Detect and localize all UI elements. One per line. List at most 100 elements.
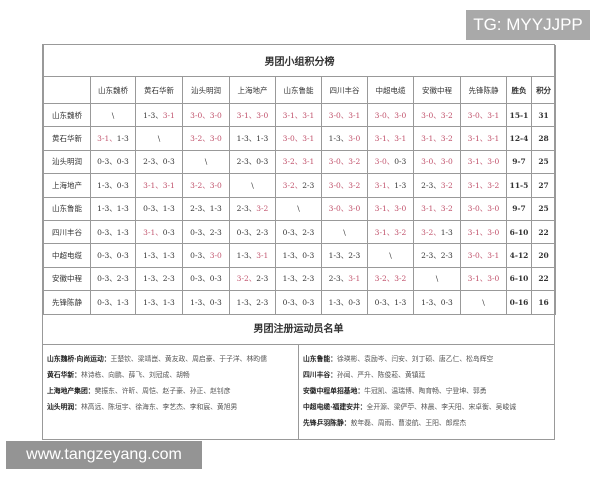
result-text: 3-2、3-1 (282, 157, 315, 167)
result-cell: 1-3、0-3 (90, 173, 136, 198)
standings-title: 男团小组积分榜 (42, 45, 557, 77)
result-text: 0-3、0-3 (282, 297, 315, 307)
table-row: 山东鲁能 1-3、1-3 0-3、1-3 2-3、1-3 2-3、3-2 \ 3-0、3-0… (43, 196, 557, 221)
column-header: 安徽中程 (413, 76, 461, 104)
result-text: 3-0、3-0 (421, 157, 453, 167)
result-text: \ (251, 180, 254, 190)
result-text: 0-3、2-3 (97, 274, 129, 284)
result-text: 1-3、0-3 (190, 297, 222, 307)
result-cell: 3-1、3-2 (413, 126, 461, 151)
roster-players: 林高远、陈垣宇、徐海东、李艺杰、李和宸、黄旭男 (80, 402, 238, 411)
result-cell: 3-2、1-3 (413, 219, 461, 245)
result-text: 3-1、3-0 (467, 274, 500, 284)
roster-left-column: 山东魏桥·向尚运动：王楚钦、梁靖崑、黄友政、周启豪、于子洋、林昀儒 黄石华新：林诗… (43, 345, 298, 439)
roster-team: 上海地产集团： (47, 386, 95, 395)
roster-players: 王楚钦、梁靖崑、黄友政、周启豪、于子洋、林昀儒 (110, 354, 267, 363)
column-header: 山东魏桥 (90, 76, 136, 104)
result-text: 3-0、3-0 (374, 110, 407, 120)
result-text: 3-1、3-0 (467, 157, 500, 167)
roster-entry: 山东鲁能：徐瑛彬、袁励岑、闫安、刘丁硕、唐乙仁、松岛辉空 (303, 351, 550, 367)
column-header: 黄石华新 (135, 76, 183, 104)
result-text: 3-1、1-3 (97, 134, 129, 144)
result-text: 2-3、0-3 (143, 157, 175, 167)
result-cell: 1-3、0-3 (321, 290, 368, 315)
result-cell: 3-1、3-0 (460, 266, 507, 292)
result-text: 3-0、3-1 (467, 251, 500, 261)
table-row: 汕头明润 0-3、0-3 2-3、0-3 \ 2-3、0-3 3-2、3-1 3-0、3-2… (43, 149, 557, 175)
roster-team: 山东魏桥·向尚运动： (47, 354, 111, 363)
result-text: 3-1、0-3 (143, 227, 175, 237)
result-text: 1-3、3-1 (143, 110, 175, 120)
result-cell: 3-0、3-1 (460, 102, 507, 128)
result-text: 2-3、0-3 (236, 157, 269, 167)
result-text: 3-1、3-2 (374, 227, 407, 237)
roster-team: 汕头明润： (47, 402, 81, 411)
result-cell: 1-3、2-3 (321, 243, 368, 268)
result-cell: 2-3、0-3 (229, 149, 276, 175)
result-cell: 3-0、3-2 (413, 102, 461, 128)
record: 0-16 (506, 290, 532, 315)
column-header: 四川丰谷 (321, 76, 368, 104)
result-text: 3-1、3-0 (236, 110, 269, 120)
result-text: 3-2、3-2 (374, 274, 407, 284)
roster-entry: 中超电缆·福建安井：全开源、梁俨苧、林晨、李天阳、宋卓衡、吴峻诚 (303, 399, 550, 415)
result-text: 0-3、1-3 (97, 297, 129, 307)
result-text: 1-3、2-3 (282, 274, 315, 284)
result-cell: 0-3、2-3 (182, 219, 230, 245)
result-cell: 0-3、2-3 (90, 266, 136, 292)
result-text: 0-3、1-3 (97, 227, 129, 237)
team-name: 四川丰谷 (43, 219, 91, 245)
result-cell: 0-3、2-3 (229, 219, 276, 245)
result-cell: 3-0、3-2 (321, 149, 368, 175)
result-text: 1-3、0-3 (97, 180, 129, 190)
result-cell: 3-0、3-0 (367, 102, 414, 128)
roster-title: 男团注册运动员名单 (43, 315, 554, 345)
result-text: 3-1、3-2 (421, 204, 453, 214)
points: 20 (530, 243, 557, 268)
result-cell: 3-2、2-3 (275, 173, 322, 198)
result-text: \ (482, 297, 485, 307)
result-text: 3-2、2-3 (282, 180, 315, 190)
table-row: 山东魏桥 \ 1-3、3-1 3-0、3-0 3-1、3-0 3-1、3-1 3-0、3-1… (43, 102, 557, 128)
result-cell: 3-1、3-0 (367, 196, 414, 221)
result-cell: 0-3、0-3 (90, 149, 136, 175)
result-cell: 1-3、3-1 (135, 102, 183, 128)
points: 25 (530, 149, 557, 175)
column-header: 先锋陈静 (460, 76, 507, 104)
result-text: 3-0、3-2 (328, 157, 361, 167)
result-cell: 3-0、3-0 (413, 149, 461, 175)
roster-team: 安徽中程单招基地： (303, 386, 365, 395)
column-header: 积分 (530, 76, 557, 104)
result-cell: 0-3、0-3 (182, 266, 230, 292)
result-cell: \ (321, 219, 368, 245)
record: 15-1 (506, 102, 532, 128)
points: 22 (530, 266, 557, 292)
result-text: 2-3、3-1 (328, 274, 361, 284)
roster-players: 徐瑛彬、袁励岑、闫安、刘丁硕、唐乙仁、松岛辉空 (336, 354, 494, 363)
result-text: 3-2、1-3 (421, 227, 453, 237)
result-cell: 0-3、1-3 (367, 290, 414, 315)
result-text: 3-0、3-1 (467, 110, 500, 120)
result-text: 3-1、3-1 (374, 134, 407, 144)
result-text: 3-0、3-2 (421, 110, 453, 120)
result-text: 3-1、3-0 (374, 204, 407, 214)
result-text: 3-0、3-0 (467, 204, 500, 214)
result-text: 3-1、1-3 (374, 180, 407, 190)
result-text: 0-3、0-3 (97, 251, 129, 261)
result-text: 3-1、3-0 (467, 227, 500, 237)
result-text: 1-3、2-3 (143, 274, 175, 284)
roster-right-column: 山东鲁能：徐瑛彬、袁励岑、闫安、刘丁硕、唐乙仁、松岛辉空 四川丰谷：孙闻、严升、陈… (298, 344, 554, 439)
result-cell: 2-3、2-3 (413, 243, 461, 268)
record: 6-10 (506, 266, 532, 292)
result-text: 1-3、0-3 (328, 297, 361, 307)
result-cell: 0-3、2-3 (275, 219, 322, 245)
team-name: 上海地产 (43, 173, 91, 198)
result-cell: 3-0、3-0 (182, 102, 230, 128)
roster-players: 林诗栋、向鹏、薛飞、刘冠成、胡畅 (80, 370, 190, 379)
result-cell: 3-1、3-2 (413, 196, 461, 221)
result-cell: 3-2、3-0 (182, 173, 230, 198)
roster-entry: 先锋乒羽陈静：敖年磊、周雨、曹浚航、王阳、郎煜杰 (303, 415, 550, 431)
record: 9-7 (506, 196, 532, 221)
result-cell: 3-1、3-0 (460, 219, 507, 245)
column-header: 上海地产 (229, 76, 276, 104)
